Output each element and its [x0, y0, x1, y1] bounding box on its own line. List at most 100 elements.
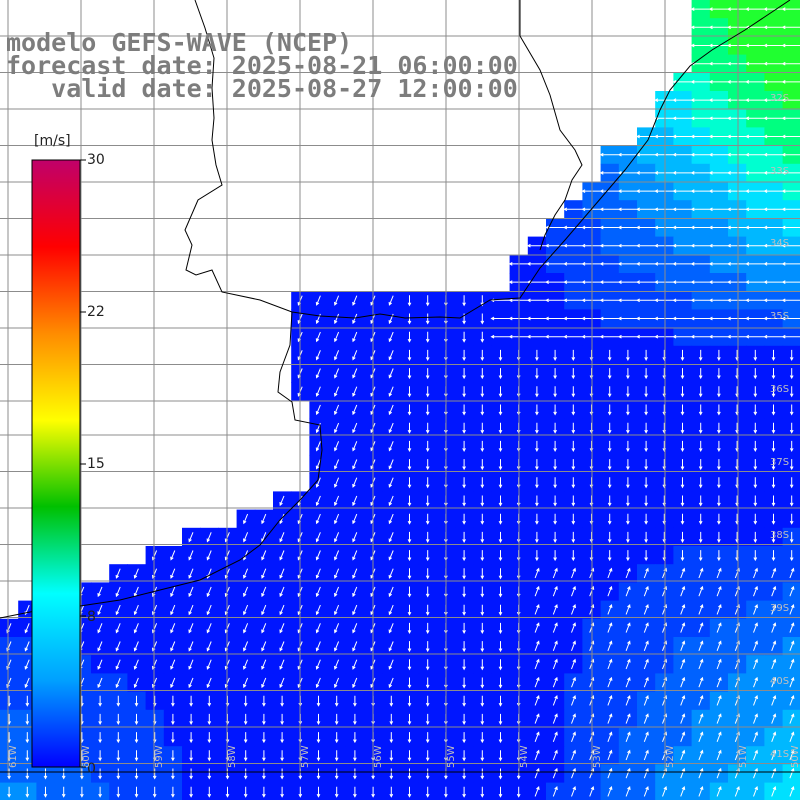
wind-arrow [717, 440, 721, 452]
wind-arrow [462, 586, 466, 598]
wind-arrow [353, 732, 357, 744]
wind-arrow [24, 641, 30, 652]
wind-arrow [708, 298, 728, 303]
wind-arrow [480, 495, 485, 507]
wind-arrow [781, 225, 800, 230]
wind-arrow [571, 495, 576, 507]
wind-arrow [727, 80, 747, 84]
wind-arrow [498, 713, 503, 725]
wind-arrow [644, 513, 648, 525]
colorbar-tick-15: 15 [87, 456, 105, 472]
wind-arrow [599, 262, 619, 266]
wind-arrow [753, 477, 758, 489]
wind-arrow [552, 676, 558, 688]
wind-arrow [279, 495, 285, 507]
wind-arrow [672, 189, 692, 193]
wind-arrow [680, 658, 686, 670]
wind-arrow [490, 316, 510, 321]
wind-arrow [462, 568, 466, 580]
wind-arrow [462, 513, 466, 525]
wind-arrow [607, 640, 613, 651]
wind-arrow [571, 567, 576, 579]
wind-arrow [243, 568, 249, 579]
wind-arrow [771, 567, 777, 579]
wind-arrow [571, 786, 576, 797]
wind-arrow [717, 477, 721, 489]
wind-arrow [654, 262, 674, 266]
lat-label-34s: 34S [770, 238, 790, 249]
wind-arrow [745, 7, 765, 11]
wind-arrow [789, 640, 795, 651]
wind-arrow [644, 459, 648, 471]
wind-arrow [334, 732, 339, 744]
wind-arrow [690, 225, 710, 230]
wind-arrow [698, 767, 704, 779]
wind-arrow [625, 640, 631, 651]
wind-arrow [261, 586, 267, 598]
wind-arrow [680, 786, 686, 797]
wind-arrow [690, 189, 710, 193]
wind-arrow [763, 171, 783, 175]
wind-arrow [745, 171, 765, 175]
wind-arrow [526, 262, 546, 266]
wind-arrow [353, 786, 357, 798]
wind-arrow [462, 659, 466, 671]
wind-arrow [708, 7, 728, 11]
lat-label-32s: 32S [770, 93, 790, 104]
wind-arrow [526, 243, 546, 248]
lon-label-55w: 55W [446, 745, 457, 768]
wind-arrow [133, 641, 139, 652]
wind-arrow [680, 604, 686, 615]
wind-arrow [243, 677, 249, 689]
wind-arrow [643, 749, 649, 761]
wind-arrow [745, 189, 765, 193]
wind-arrow [498, 440, 503, 452]
wind-arrow [352, 604, 358, 616]
wind-arrow [24, 659, 30, 670]
wind-arrow [644, 386, 648, 398]
wind-arrow [745, 152, 765, 157]
wind-arrow [279, 604, 285, 616]
wind-arrow [334, 550, 340, 561]
wind-arrow [480, 313, 485, 325]
wind-arrow [636, 243, 656, 248]
wind-arrow [334, 477, 340, 488]
wind-arrow [617, 189, 637, 193]
wind-arrow [462, 622, 466, 634]
wind-arrow [763, 116, 783, 121]
wind-arrow [771, 604, 777, 615]
wind-arrow [789, 767, 795, 779]
wind-arrow [680, 531, 685, 543]
wind-arrow [526, 334, 546, 339]
wind-arrow [589, 786, 595, 797]
wind-arrow [753, 513, 758, 525]
wind-arrow [534, 640, 540, 651]
wind-arrow [571, 640, 576, 651]
wind-arrow [315, 350, 321, 361]
wind-arrow [690, 7, 710, 11]
wind-arrow [643, 640, 649, 651]
lat-label-37s: 37S [770, 457, 790, 468]
wind-arrow [680, 749, 686, 761]
lon-label-56w: 56W [373, 745, 384, 768]
wind-arrow [280, 695, 284, 707]
lon-label-60w: 60W [81, 745, 92, 768]
wind-arrow [261, 677, 267, 689]
wind-arrow [388, 532, 394, 543]
wind-arrow [553, 349, 557, 361]
wind-arrow [717, 422, 721, 434]
wind-arrow [407, 695, 412, 707]
wind-arrow [188, 532, 194, 543]
wind-arrow [334, 586, 340, 598]
wind-arrow [407, 295, 412, 307]
wind-arrow [654, 189, 674, 193]
wind-arrow [388, 604, 394, 616]
wind-arrow [334, 368, 340, 379]
wind-arrow [626, 513, 630, 525]
wind-arrow [708, 334, 728, 339]
lon-label-61w: 61W [8, 745, 19, 768]
wind-arrow [753, 531, 758, 543]
wind-arrow [680, 404, 685, 416]
wind-arrow [789, 386, 794, 398]
wind-arrow [425, 550, 430, 562]
